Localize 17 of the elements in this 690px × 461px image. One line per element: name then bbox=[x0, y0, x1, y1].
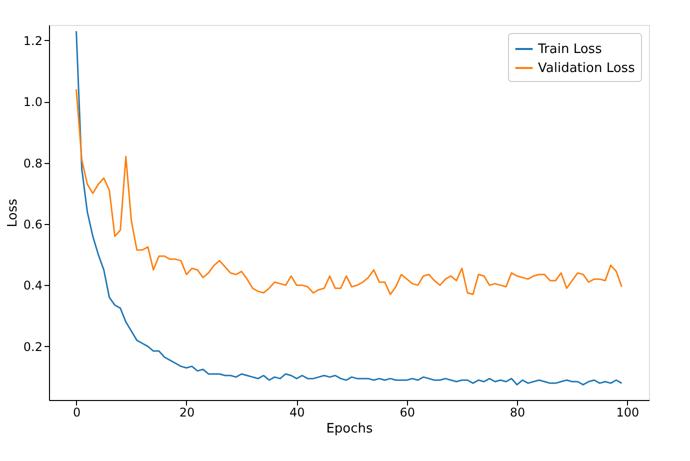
x-tick-label: 20 bbox=[179, 406, 195, 420]
y-tick-label: 0.4 bbox=[23, 278, 42, 293]
line-series bbox=[76, 88, 622, 296]
y-tick-label: 0.2 bbox=[23, 340, 42, 354]
x-tick-label: 100 bbox=[616, 406, 640, 420]
y-tick-label: 0.6 bbox=[23, 217, 42, 232]
legend-label: Train Loss bbox=[537, 42, 602, 57]
y-tick-label: 1.2 bbox=[23, 34, 42, 48]
x-axis-title: Epochs bbox=[326, 422, 374, 436]
legend-label: Validation Loss bbox=[538, 61, 636, 76]
x-tick-label: 0 bbox=[72, 406, 81, 420]
y-tick-label: 1.0 bbox=[23, 95, 42, 110]
y-tick-label: 0.8 bbox=[23, 156, 42, 170]
x-tick-label: 60 bbox=[400, 406, 415, 420]
y-axis-title: Loss bbox=[5, 198, 20, 228]
x-tick-label: 80 bbox=[510, 406, 526, 420]
x-tick-label: 40 bbox=[290, 406, 305, 420]
